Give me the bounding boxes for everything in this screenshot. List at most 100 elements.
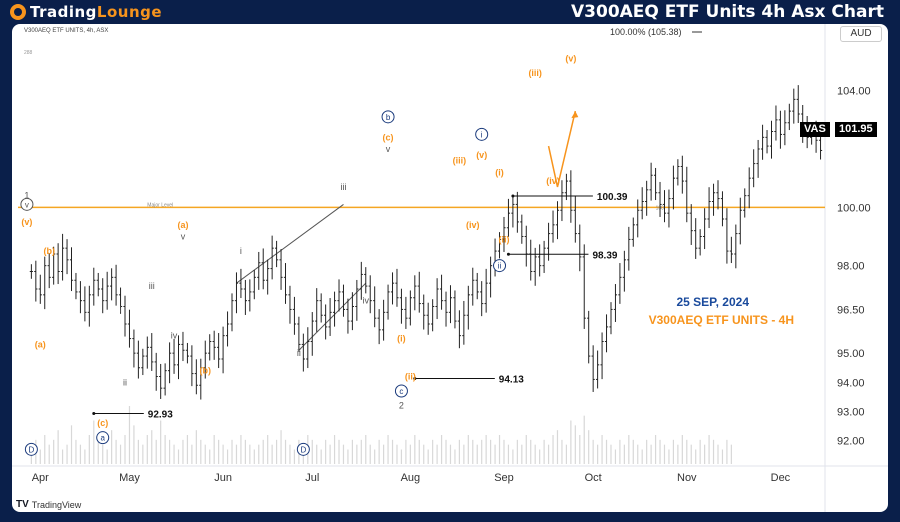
volume-bar (449, 444, 452, 464)
y-tick-label: 98.00 (837, 261, 865, 273)
volume-bar (467, 435, 469, 464)
wave-label: iii (340, 182, 346, 192)
volume-bar (712, 439, 715, 464)
volume-bar (333, 435, 336, 464)
volume-bar (418, 439, 420, 464)
volume-bar (619, 439, 621, 464)
volume-bar (124, 435, 126, 464)
volume-bar (102, 444, 104, 464)
volume-bar (142, 444, 144, 464)
volume-bar (200, 439, 202, 464)
volume-bar (547, 444, 550, 464)
currency-selector[interactable]: AUD (840, 26, 882, 42)
volume-bar (137, 439, 139, 464)
volume-bar (235, 444, 238, 464)
chart-canvas[interactable]: 92.00 93.00 94.00 95.00 96.50 98.00 100.00 104.… (12, 24, 888, 512)
volume-bar (704, 444, 706, 464)
volume-bar (70, 425, 73, 464)
wave-label: ii (297, 348, 301, 358)
volume-bar (637, 444, 639, 464)
volume-bar (400, 449, 403, 464)
key-level-dot (511, 194, 515, 198)
volume-bar (525, 435, 527, 464)
wave-label: D (28, 445, 34, 454)
volume-bar (226, 449, 229, 464)
volume-bar (342, 444, 345, 464)
volume-bar (570, 420, 572, 464)
volume-bar (490, 439, 492, 464)
volume-bar (195, 430, 197, 464)
wave-label: (iv) (466, 220, 480, 230)
wave-label: (ii) (405, 371, 416, 381)
wave-label: v (25, 200, 29, 209)
volume-bar (556, 430, 559, 464)
projection-path (547, 110, 577, 188)
volume-bar (177, 449, 180, 464)
symbol-small-label: 288 (24, 50, 33, 56)
wave-label: i (240, 246, 242, 256)
volume-bar (119, 444, 122, 464)
volume-bar (284, 439, 287, 464)
x-tick-label: Aug (401, 472, 421, 484)
volume-bar (204, 444, 206, 464)
volume-bar (414, 435, 416, 464)
volume-bar (249, 444, 251, 464)
volume-bar (574, 425, 576, 464)
major-level-label: Major Level (147, 202, 173, 208)
volume-bar (498, 435, 501, 464)
key-level-label: 100.39 (597, 192, 628, 203)
chart-panel[interactable]: 92.00 93.00 94.00 95.00 96.50 98.00 100.00 104.… (12, 24, 888, 512)
page-title: V300AEQ ETF Units 4h Asx Chart (571, 2, 884, 22)
volume-bar (641, 449, 643, 464)
wave-label: (c) (383, 132, 394, 142)
volume-bar (507, 444, 510, 464)
volume-bar (378, 439, 380, 464)
volume-bar (699, 439, 701, 464)
volume-bar (476, 444, 478, 464)
volume-bar (347, 449, 349, 464)
wave-label-circle (493, 259, 507, 273)
volume-bar (44, 435, 46, 464)
volume-bar (106, 449, 108, 464)
wave-label: (iii) (528, 68, 542, 78)
volume-bar (409, 444, 411, 464)
volume-bar (695, 449, 697, 464)
volume-bar (75, 439, 77, 464)
logo-icon (10, 4, 26, 20)
volume-bar (512, 449, 514, 464)
wave-label: (b) (43, 246, 55, 256)
volume-bar (222, 444, 224, 464)
volume-bar (365, 435, 367, 464)
wave-label-circle (24, 442, 38, 456)
volume-bar (39, 449, 41, 464)
volume-bar (440, 435, 443, 464)
volume-bar (454, 449, 456, 464)
wave-label-circle (381, 110, 395, 124)
volume-bar (267, 435, 269, 464)
trendline (236, 204, 344, 284)
tradingview-logo[interactable]: TV TradingView (16, 499, 82, 510)
volume-bar (628, 435, 630, 464)
volume-bar (289, 444, 291, 464)
y-tick-label: 104.00 (837, 86, 871, 98)
projection-arrow (571, 111, 579, 119)
volume-bar (646, 439, 648, 464)
volume-bar (320, 449, 322, 464)
chart-name-label: V300AEQ ETF UNITS - 4H (649, 313, 794, 327)
volume-bar (325, 439, 327, 464)
volume-bar (151, 430, 153, 464)
x-tick-label: Oct (585, 472, 602, 484)
volume-bar (552, 435, 554, 464)
wave-label: (b) (200, 366, 212, 376)
volume-bar (374, 449, 376, 464)
volume-bar (275, 439, 278, 464)
volume-bar (155, 439, 157, 464)
wave-label: i (120, 304, 122, 314)
volume-bar (463, 444, 465, 464)
volume-bar (253, 449, 255, 464)
volume-bar (721, 449, 724, 464)
wave-label: v (386, 144, 391, 154)
y-tick-label: 93.00 (837, 407, 865, 419)
volume-bar (472, 439, 474, 464)
volume-bar (391, 439, 394, 464)
